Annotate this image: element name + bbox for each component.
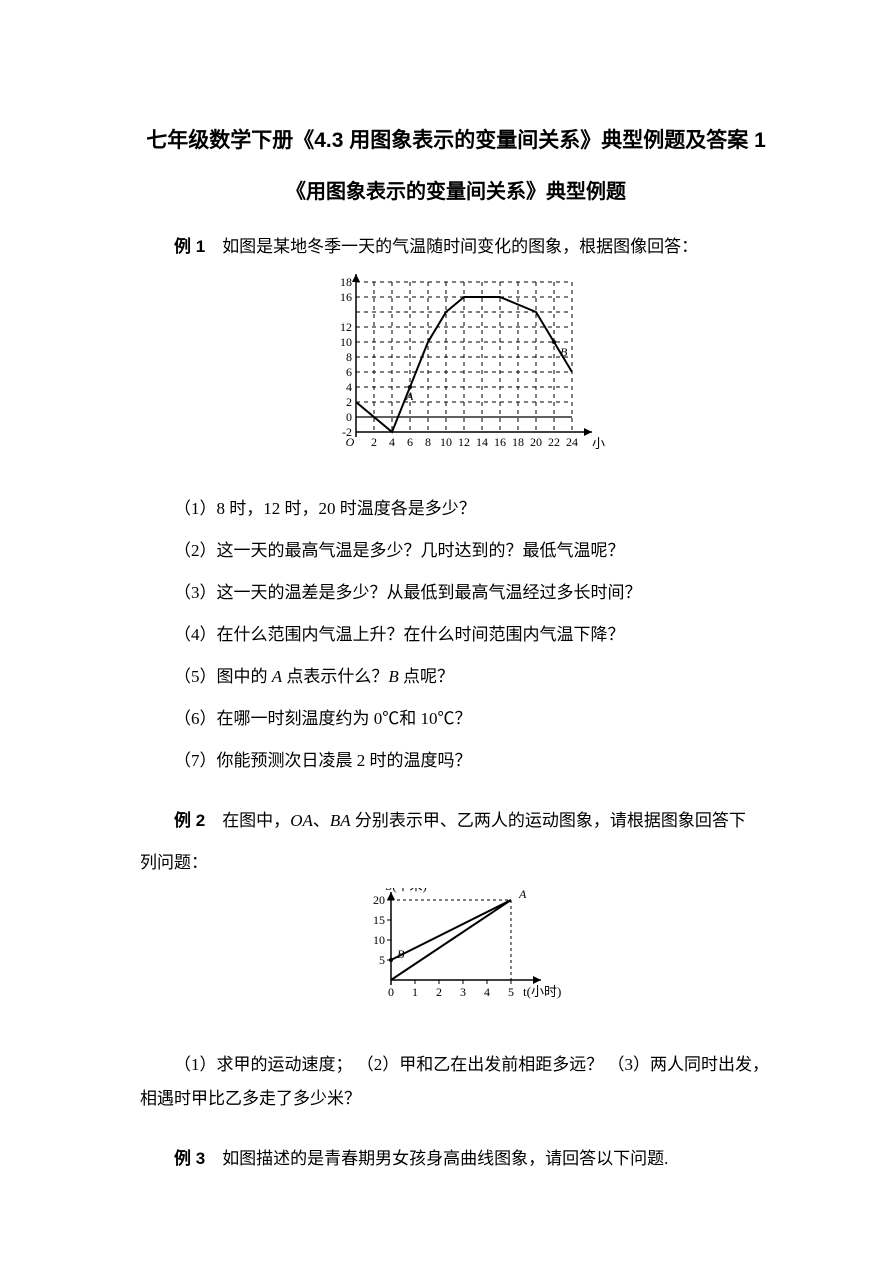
- document-page: 七年级数学下册《4.3 用图象表示的变量间关系》典型例题及答案 1 《用图象表示…: [0, 0, 892, 1262]
- ex2-intro: 例 2 在图中，OA、BA 分别表示甲、乙两人的运动图象，请根据图象回答下: [140, 804, 772, 838]
- ex2-intro-b: 、: [313, 811, 330, 830]
- svg-text:6: 6: [407, 435, 413, 449]
- ex3-intro-text: 如图描述的是青春期男女孩身高曲线图象，请回答以下问题.: [222, 1149, 668, 1168]
- ex2-q: （1）求甲的运动速度； （2）甲和乙在出发前相距多远？ （3）两人同时出发，相遇…: [140, 1048, 772, 1116]
- ex2-OA: OA: [290, 811, 313, 830]
- ex1-q5-pointA: A: [272, 667, 282, 686]
- svg-text:℃: ℃: [339, 272, 352, 275]
- page-title-sub: 《用图象表示的变量间关系》典型例题: [140, 172, 772, 212]
- ex1-q5-b: 点表示什么？: [282, 667, 388, 686]
- ex1-q1: （1）8 时，12 时，20 时温度各是多少？: [140, 492, 772, 526]
- ex1-q5-pointB: B: [388, 667, 398, 686]
- svg-text:6: 6: [346, 365, 352, 379]
- svg-text:2: 2: [371, 435, 377, 449]
- svg-text:20: 20: [530, 435, 542, 449]
- svg-text:O: O: [346, 435, 355, 449]
- svg-text:12: 12: [458, 435, 470, 449]
- ex1-intro-text: 如图是某地冬季一天的气温随时间变化的图象，根据图像回答：: [222, 237, 698, 256]
- svg-text:8: 8: [425, 435, 431, 449]
- svg-text:0: 0: [346, 410, 352, 424]
- svg-text:10: 10: [340, 335, 352, 349]
- svg-text:10: 10: [440, 435, 452, 449]
- ex1-q6: （6）在哪一时刻温度约为 0℃和 10℃？: [140, 702, 772, 736]
- svg-text:14: 14: [476, 435, 488, 449]
- svg-text:1: 1: [412, 985, 418, 999]
- svg-text:20: 20: [373, 893, 385, 907]
- svg-text:8: 8: [346, 350, 352, 364]
- ex3-intro: 例 3 如图描述的是青春期男女孩身高曲线图象，请回答以下问题.: [140, 1142, 772, 1176]
- svg-text:A: A: [518, 888, 527, 901]
- ex2-intro-a: 在图中，: [222, 811, 290, 830]
- ex2-chart: 0 1 2 3 4 5 5 10 15 20 S(千米) t(小时): [140, 888, 772, 1030]
- svg-text:5: 5: [379, 953, 385, 967]
- svg-text:A: A: [405, 389, 414, 403]
- svg-text:3: 3: [460, 985, 466, 999]
- svg-text:5: 5: [508, 985, 514, 999]
- svg-text:24: 24: [566, 435, 578, 449]
- ex1-intro: 例 1 如图是某地冬季一天的气温随时间变化的图象，根据图像回答：: [140, 230, 772, 264]
- svg-text:小时: 小时: [592, 436, 606, 451]
- svg-text:4: 4: [484, 985, 490, 999]
- ex1-q5: （5）图中的 A 点表示什么？B 点呢？: [140, 660, 772, 694]
- ex1-q4: （4）在什么范围内气温上升？在什么时间范围内气温下降？: [140, 618, 772, 652]
- svg-text:B: B: [560, 345, 568, 359]
- svg-text:t(小时): t(小时): [523, 984, 561, 999]
- ex1-q2: （2）这一天的最高气温是多少？几时达到的？最低气温呢？: [140, 534, 772, 568]
- ex2-intro-d: 列问题：: [140, 846, 772, 880]
- svg-text:16: 16: [340, 290, 352, 304]
- ex1-q5-a: （5）图中的: [174, 667, 272, 686]
- svg-text:10: 10: [373, 933, 385, 947]
- svg-text:S(千米): S(千米): [385, 888, 427, 893]
- svg-text:12: 12: [340, 320, 352, 334]
- spacer2: [140, 1124, 772, 1142]
- ex2-BA: BA: [330, 811, 351, 830]
- svg-text:4: 4: [389, 435, 395, 449]
- ex1-chart: 18 16 12 10 8 6 4 2 0 -2 ℃ O 2 4 6: [140, 272, 772, 474]
- spacer: [140, 786, 772, 804]
- ex3-label: 例 3: [174, 1149, 205, 1168]
- svg-text:0: 0: [388, 985, 394, 999]
- ex1-q3: （3）这一天的温差是多少？从最低到最高气温经过多长时间？: [140, 576, 772, 610]
- svg-text:4: 4: [346, 380, 352, 394]
- svg-text:18: 18: [340, 275, 352, 289]
- page-title-main: 七年级数学下册《4.3 用图象表示的变量间关系》典型例题及答案 1: [140, 120, 772, 162]
- svg-text:18: 18: [512, 435, 524, 449]
- svg-text:15: 15: [373, 913, 385, 927]
- ex2-intro-c: 分别表示甲、乙两人的运动图象，请根据图象回答下: [351, 811, 746, 830]
- svg-text:16: 16: [494, 435, 506, 449]
- ex2-label: 例 2: [174, 811, 205, 830]
- ex1-q5-c: 点呢？: [399, 667, 454, 686]
- svg-text:2: 2: [346, 395, 352, 409]
- svg-text:2: 2: [436, 985, 442, 999]
- ex1-q7: （7）你能预测次日凌晨 2 时的温度吗？: [140, 744, 772, 778]
- svg-text:B: B: [397, 947, 405, 961]
- ex1-label: 例 1: [174, 237, 205, 256]
- svg-text:22: 22: [548, 435, 560, 449]
